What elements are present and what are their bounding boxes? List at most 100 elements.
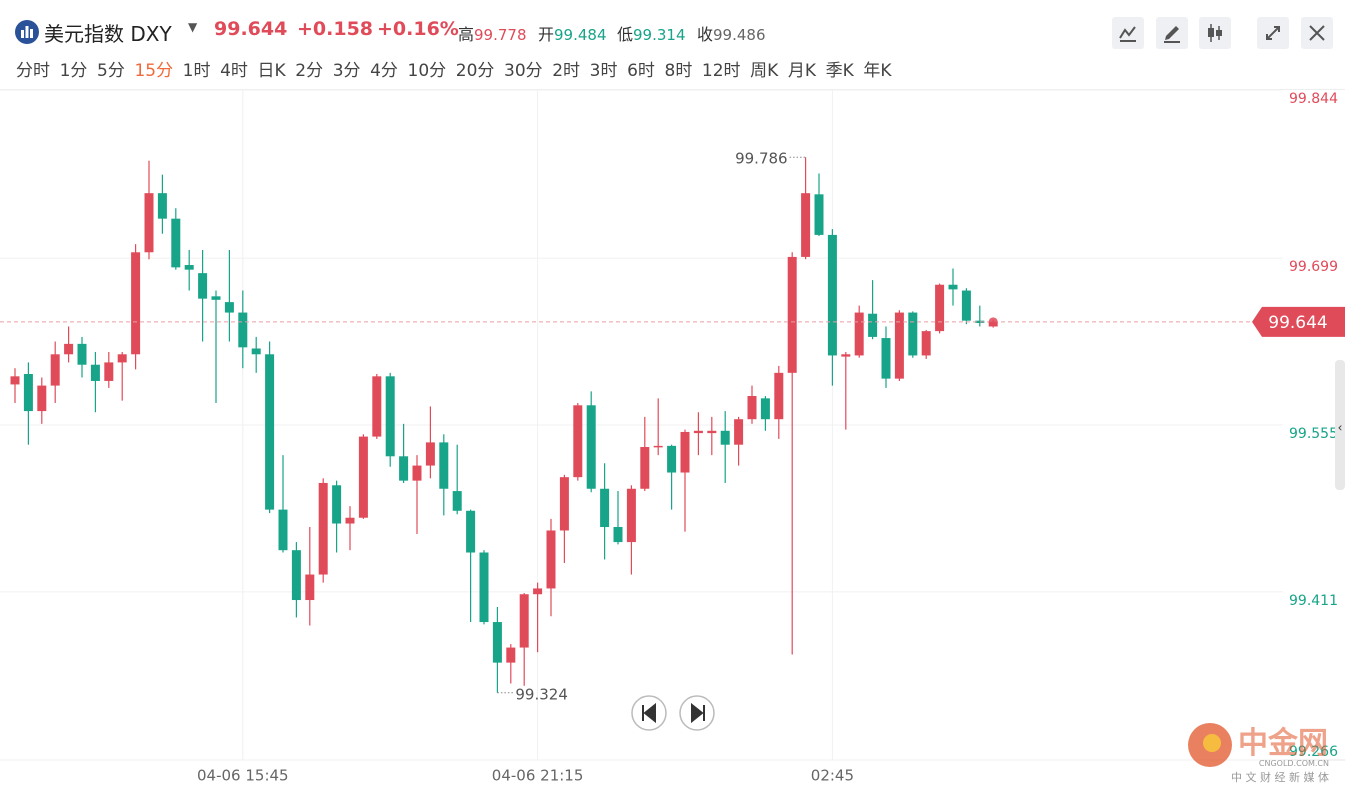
max-label: 99.786 — [735, 150, 788, 168]
change-pct: +0.16% — [377, 18, 459, 40]
candle-body — [90, 364, 100, 381]
line-tool[interactable] — [1112, 17, 1144, 49]
interval-tab[interactable]: 分时 — [16, 61, 50, 81]
candle-body — [626, 488, 636, 543]
candle-body — [466, 510, 476, 553]
candle-body — [104, 362, 114, 381]
x-tick-label: 02:45 — [811, 767, 854, 785]
candle-body — [653, 445, 663, 448]
interval-tab[interactable]: 5分 — [97, 61, 125, 81]
candle-body — [492, 622, 502, 663]
candle-body — [854, 312, 864, 356]
candle-body — [747, 396, 757, 420]
candle-body — [533, 588, 543, 595]
candle-body — [921, 331, 931, 356]
candle-body — [64, 343, 74, 355]
watermark-logo-inner — [1203, 734, 1221, 752]
scrollbar[interactable] — [1335, 360, 1345, 490]
interval-tab[interactable]: 2时 — [552, 61, 581, 81]
y-tick-label: 99.555 — [1289, 426, 1338, 442]
candle-body — [23, 373, 33, 412]
candle-body — [559, 477, 569, 531]
stat-value: 99.486 — [713, 26, 766, 44]
candle-body — [345, 517, 355, 524]
interval-tab[interactable]: 1分 — [59, 61, 88, 81]
candle-body — [707, 430, 717, 434]
stat-label: 高 — [458, 25, 475, 44]
stat: 收99.486 — [697, 21, 766, 45]
interval-tab[interactable]: 20分 — [455, 61, 495, 81]
stat-value: 99.778 — [474, 26, 527, 44]
interval-tab[interactable]: 6时 — [627, 61, 655, 81]
last-price-tag-text: 99.644 — [1268, 313, 1327, 333]
candle-body — [37, 385, 47, 412]
candle-body — [600, 488, 610, 528]
x-tick-label: 04-06 15:45 — [197, 767, 289, 785]
candle-body — [251, 348, 261, 355]
interval-tab[interactable]: 4时 — [220, 61, 248, 81]
interval-tab[interactable]: 3分 — [332, 61, 361, 81]
symbol-title[interactable]: 美元指数 DXY — [44, 22, 172, 46]
interval-tabs: 分时 1分 5分 15分 1时 4时 日K 2分 3分 4分 10分 20分 30分 2时 3时 6时 8时 12… — [16, 56, 901, 81]
candle-body — [144, 193, 154, 253]
interval-tab[interactable]: 周K — [750, 61, 779, 81]
candle-body — [975, 320, 985, 323]
interval-tab[interactable]: 3时 — [589, 61, 618, 81]
candle-body — [479, 552, 489, 623]
interval-tab[interactable]: 10分 — [407, 61, 447, 81]
interval-tab[interactable]: 30分 — [504, 61, 543, 81]
interval-tab[interactable]: 4分 — [370, 61, 398, 81]
change: +0.158 — [297, 18, 374, 40]
watermark-site: CNGOLD.COM.CN — [1259, 759, 1329, 768]
last-price-tag — [1252, 306, 1345, 337]
interval-tab[interactable]: 12时 — [701, 61, 741, 81]
scroll-arrow[interactable]: ‹ — [1338, 421, 1343, 435]
y-tick-label: 99.844 — [1289, 91, 1338, 107]
candle-body — [841, 354, 851, 357]
stat-value: 99.484 — [554, 26, 607, 44]
watermark-slogan: 中 文 财 经 新 媒 体 — [1231, 770, 1329, 784]
interval-tab[interactable]: 月K — [787, 61, 817, 81]
candle-tool[interactable] — [1199, 17, 1231, 49]
interval-tab[interactable]: 8时 — [664, 61, 693, 81]
interval-tab[interactable]: 季K — [825, 61, 854, 81]
stat-label: 收 — [697, 25, 714, 44]
interval-tab[interactable]: 日K — [257, 61, 286, 81]
interval-tab[interactable]: 15分 — [134, 61, 174, 81]
y-tick-label: 99.699 — [1289, 259, 1338, 275]
candle-body — [961, 290, 971, 321]
candle-body — [184, 265, 194, 270]
x-tick-label: 04-06 21:15 — [492, 767, 584, 785]
candle-body — [358, 436, 368, 518]
candle-body — [198, 273, 208, 299]
fullscreen[interactable] — [1257, 17, 1289, 49]
candle-body — [720, 430, 730, 445]
candle-body — [10, 376, 20, 385]
candle-body — [546, 530, 556, 589]
candle-body — [734, 419, 744, 445]
candle-body — [117, 354, 127, 363]
interval-tab[interactable]: 2分 — [295, 61, 324, 81]
candle-body — [224, 302, 234, 313]
stat-label: 低 — [617, 25, 634, 44]
candle-body — [278, 509, 288, 551]
candle-body — [372, 376, 382, 437]
candle-body — [667, 445, 677, 473]
candle-body — [305, 574, 315, 601]
close[interactable] — [1301, 17, 1333, 49]
stat: 高99.778 — [458, 21, 527, 45]
candle-body — [131, 252, 141, 355]
candle-body — [908, 312, 918, 356]
dropdown-caret[interactable]: ▼ — [188, 20, 198, 34]
candle-body — [760, 398, 770, 420]
interval-tab[interactable]: 1时 — [182, 61, 211, 81]
candle-body — [265, 354, 275, 510]
candle-body — [439, 442, 449, 489]
interval-tab[interactable]: 年K — [863, 61, 892, 81]
draw-tool[interactable] — [1156, 17, 1188, 49]
candle-body — [787, 256, 797, 373]
candle-body — [894, 312, 904, 379]
candle-body — [291, 550, 301, 601]
stat-label: 开 — [538, 25, 555, 44]
